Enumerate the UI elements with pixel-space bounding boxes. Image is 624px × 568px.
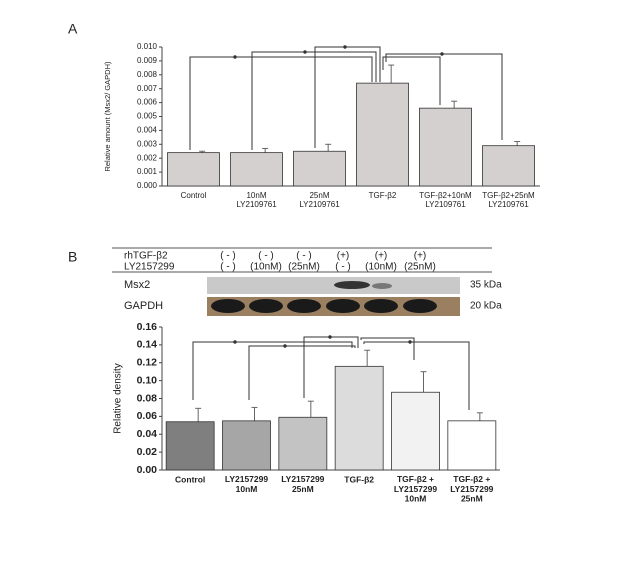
x-tick-label: Control <box>181 191 207 200</box>
x-tick-label: TGF-β2 <box>369 191 397 200</box>
lane-label: (+) <box>375 251 388 262</box>
bar <box>356 82 409 187</box>
x-tick-label: TGF-β2 + LY2157299 25nM <box>450 474 493 504</box>
x-tick-label: TGF-β2 <box>344 474 374 484</box>
y-tick-label: 0.08 <box>137 392 158 404</box>
y-tick-label: 0.005 <box>137 112 158 121</box>
bar <box>167 152 220 187</box>
lane-label: (25nM) <box>404 262 436 273</box>
lane-label: (+) <box>337 251 350 262</box>
y-tick-label: 0.06 <box>137 410 158 422</box>
band-size: 20 kDa <box>470 301 502 312</box>
lane-label: ( - ) <box>335 262 351 273</box>
y-tick-label: 0.009 <box>137 56 158 65</box>
lane-label: (10nM) <box>365 262 397 273</box>
bar <box>230 152 283 187</box>
y-tick-label: 0.04 <box>137 428 158 440</box>
y-tick-label: 0.000 <box>137 181 158 190</box>
bar <box>419 107 472 187</box>
x-tick-label: TGF-β2+10nM LY2109761 <box>419 191 472 209</box>
blot-band <box>334 281 370 289</box>
y-tick-label: 0.12 <box>137 357 158 369</box>
blot-msx2 <box>207 277 460 294</box>
y-tick-label: 0.02 <box>137 446 158 458</box>
y-tick-label: 0.002 <box>137 153 158 162</box>
lane-label: (10nM) <box>250 262 282 273</box>
x-tick-label: LY2157299 25nM <box>281 474 324 494</box>
bar <box>165 421 215 471</box>
x-tick-label: TGF-β2+25nM LY2109761 <box>482 191 535 209</box>
significance-brackets <box>189 45 503 150</box>
blot-bands <box>211 299 437 313</box>
x-tick-label: LY2157299 10nM <box>225 474 268 494</box>
y-tick-label: 0.001 <box>137 167 158 176</box>
y-axis-label: Relative amount (Msx2/ GAPDH) <box>103 61 112 172</box>
y-tick-label: 0.003 <box>137 139 158 148</box>
band-name: GAPDH <box>124 300 163 312</box>
row-label: LY2157299 <box>124 262 175 273</box>
x-tick-label: 10nM LY2109761 <box>236 191 277 209</box>
bar <box>391 391 440 471</box>
y-tick-label: 0.004 <box>137 126 158 135</box>
y-tick-label: 0.010 <box>137 42 158 51</box>
blot-band <box>372 283 392 289</box>
lane-label: ( - ) <box>220 251 236 262</box>
y-tick-label: 0.16 <box>137 321 158 333</box>
y-tick-label: 0.10 <box>137 374 158 386</box>
x-tick-label: TGF-β2 + LY2157299 10nM <box>394 474 437 504</box>
band-size: 35 kDa <box>470 280 502 291</box>
bar <box>278 416 328 471</box>
lane-label: (+) <box>414 251 427 262</box>
panel-label: B <box>68 249 77 265</box>
y-tick-label: 0.008 <box>137 70 158 79</box>
bar <box>293 150 346 187</box>
lane-label: ( - ) <box>220 262 236 273</box>
lane-label: ( - ) <box>258 251 274 262</box>
bar <box>222 420 271 471</box>
panel-label: A <box>68 21 78 37</box>
x-tick-label: 25nM LY2109761 <box>299 191 340 209</box>
y-tick-label: 0.007 <box>137 84 158 93</box>
band-name: Msx2 <box>124 279 150 291</box>
bar <box>447 420 497 471</box>
y-tick-label: 0.14 <box>137 339 158 351</box>
y-axis-label: Relative density <box>113 363 124 434</box>
lane-label: ( - ) <box>296 251 312 262</box>
significance-brackets <box>192 335 470 410</box>
row-label: rhTGF-β2 <box>124 251 168 262</box>
x-tick-label: Control <box>175 474 205 484</box>
lane-label: (25nM) <box>288 262 320 273</box>
bar <box>334 365 384 471</box>
y-tick-label: 0.006 <box>137 98 158 107</box>
y-tick-label: 0.00 <box>137 464 158 476</box>
bar <box>482 145 535 187</box>
